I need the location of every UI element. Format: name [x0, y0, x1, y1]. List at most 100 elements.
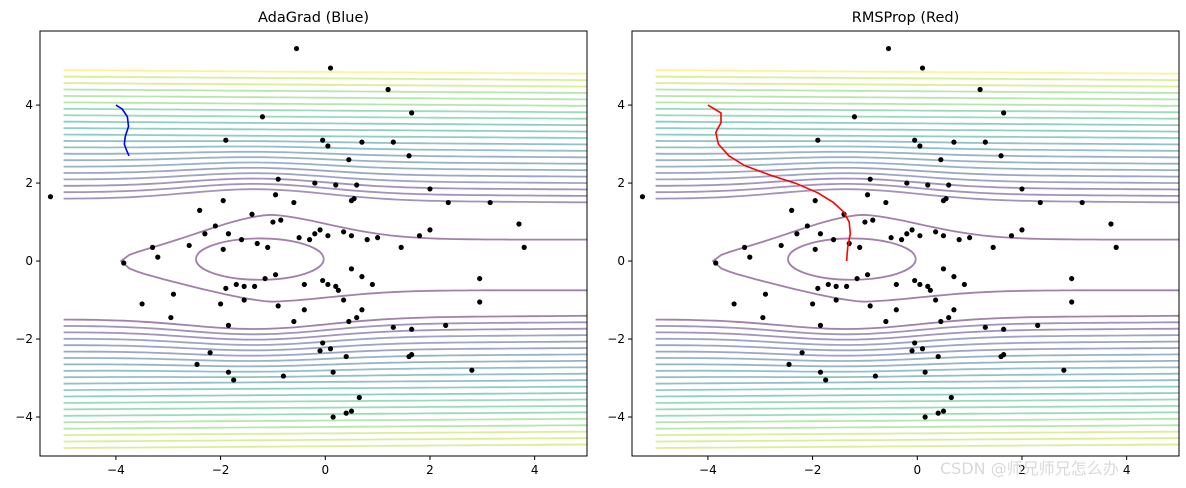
scatter-point — [231, 377, 237, 383]
contour-line — [63, 430, 587, 436]
contour-line — [655, 114, 1179, 120]
contour-line — [655, 372, 1179, 379]
contour-line — [655, 69, 1179, 75]
scatter-point — [713, 260, 719, 266]
contour-line — [655, 327, 1179, 341]
scatter-point — [356, 394, 362, 401]
scatter-point — [909, 348, 915, 354]
contour-line — [63, 366, 587, 373]
scatter-point — [1108, 221, 1114, 227]
scatter-point — [293, 45, 300, 52]
scatter-point — [833, 297, 839, 303]
scatter-point — [346, 157, 352, 163]
scatter-point — [940, 408, 947, 414]
scatter-point — [521, 244, 527, 250]
contour-line — [63, 156, 587, 165]
contour-line — [711, 213, 1179, 303]
scatter-point — [312, 180, 318, 186]
scatter-point — [333, 182, 339, 188]
contour-line — [63, 411, 587, 417]
contour-line — [655, 150, 1179, 159]
scatter-point — [275, 176, 281, 182]
scatter-point — [217, 301, 224, 307]
contour-line — [655, 95, 1179, 101]
scatter-point — [938, 157, 944, 163]
contour-line — [63, 114, 587, 120]
contour-line — [655, 347, 1179, 357]
scatter-point — [225, 322, 232, 328]
scatter-point — [47, 194, 54, 200]
scatter-point — [1037, 199, 1043, 206]
scatter-point — [212, 223, 218, 229]
contour-line — [63, 133, 587, 139]
scatter-point — [325, 281, 331, 288]
scatter-point — [747, 254, 753, 260]
scatter-point — [812, 198, 818, 204]
scatter-point — [343, 410, 349, 416]
scatter-point — [390, 139, 396, 145]
contour-line — [655, 417, 1179, 424]
scatter-point — [844, 283, 850, 289]
scatter-point — [760, 314, 766, 321]
scatter-point — [317, 348, 323, 354]
scatter-point — [354, 182, 360, 188]
scatter-point — [982, 324, 988, 330]
scatter-point — [789, 207, 795, 213]
scatter-point — [1001, 110, 1007, 116]
contour-line — [63, 177, 587, 191]
scatter-point — [291, 199, 297, 206]
contour-line — [655, 140, 1179, 146]
scatter-point — [233, 281, 239, 288]
contour-line — [655, 82, 1179, 88]
scatter-point — [409, 326, 415, 332]
scatter-point — [922, 369, 928, 375]
y-tick-label: −2 — [607, 332, 625, 346]
contour-line — [63, 379, 587, 385]
x-tick-label: 2 — [426, 463, 434, 477]
x-tick-label: −4 — [699, 463, 717, 477]
contour-line — [63, 327, 587, 341]
contour-line — [655, 392, 1179, 398]
contour-line — [655, 172, 1179, 184]
contour-line — [195, 237, 325, 281]
contour-line — [63, 127, 587, 133]
contour-line — [63, 417, 587, 424]
contour-line — [655, 334, 1179, 346]
contour-line — [63, 188, 587, 204]
x-tick-label: −2 — [212, 463, 230, 477]
contour-line — [655, 107, 1179, 114]
scatter-point — [241, 283, 247, 289]
scatter-point — [977, 86, 983, 93]
contour-line — [63, 107, 587, 114]
scatter-point — [149, 244, 156, 250]
scatter-point — [238, 237, 245, 243]
scatter-point — [862, 219, 868, 225]
contour-line — [655, 353, 1179, 362]
scatter-point — [225, 369, 232, 375]
scatter-point — [935, 353, 941, 360]
scatter-point — [919, 346, 926, 352]
scatter-point — [1069, 299, 1075, 305]
x-tick-label: 0 — [913, 463, 921, 477]
scatter-point — [982, 139, 988, 145]
scatter-point — [864, 272, 871, 278]
contour-line — [63, 372, 587, 379]
scatter-point — [904, 231, 910, 237]
contour-line — [787, 237, 917, 281]
scatter-point — [333, 283, 339, 289]
contour-line — [63, 385, 587, 391]
scatter-point — [317, 227, 323, 233]
contour-line — [655, 424, 1179, 430]
scatter-point — [348, 198, 355, 204]
adagrad-panel: −4 −2 0 2 4 −4 −2 0 2 4 AdaGrad (Blue) — [15, 10, 588, 477]
scatter-point — [359, 274, 365, 280]
scatter-point — [262, 275, 268, 282]
scatter-point — [340, 229, 347, 235]
contour-line — [655, 366, 1179, 373]
scatter-point — [516, 221, 522, 227]
x-tick-label: 4 — [531, 463, 539, 477]
scatter-point — [427, 186, 433, 192]
scatter-point — [951, 139, 957, 145]
scatter-point — [851, 114, 858, 120]
contour-line — [63, 69, 587, 75]
